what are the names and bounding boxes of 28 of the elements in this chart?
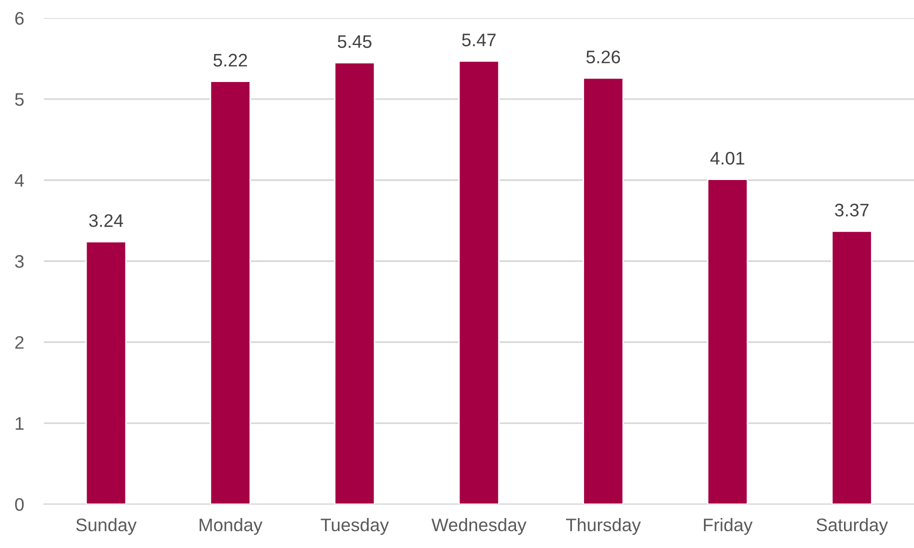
x-tick-label: Saturday (816, 518, 888, 535)
bar (706, 178, 748, 504)
x-tick-label: Tuesday (320, 518, 389, 535)
bar (334, 62, 376, 504)
y-tick-label: 4 (14, 174, 24, 187)
y-tick-label: 2 (15, 336, 24, 349)
y-tick-label: 6 (15, 12, 24, 25)
data-label: 5.22 (213, 54, 247, 67)
data-label: 5.26 (586, 50, 620, 64)
y-tick-label: 3 (15, 255, 24, 268)
data-label: 5.45 (338, 35, 372, 48)
data-label: 3.37 (834, 204, 869, 216)
bar (210, 80, 251, 504)
data-label: 5.47 (462, 34, 496, 46)
bar (458, 60, 500, 504)
data-label: 4.01 (710, 152, 744, 165)
x-tick-label: Monday (200, 518, 262, 535)
data-label: 3.24 (89, 214, 124, 227)
bar (831, 230, 872, 504)
x-tick-label: Friday (704, 518, 753, 535)
x-tick-label: Wednesday (432, 518, 526, 535)
y-tick-label: 0 (15, 498, 24, 511)
y-tick-label: 5 (15, 93, 24, 106)
x-tick-label: Thursday (566, 518, 641, 535)
y-tick-label: 1 (16, 417, 24, 430)
bar (85, 240, 127, 504)
x-tick-label: Sunday (76, 518, 137, 535)
bar (582, 77, 624, 504)
